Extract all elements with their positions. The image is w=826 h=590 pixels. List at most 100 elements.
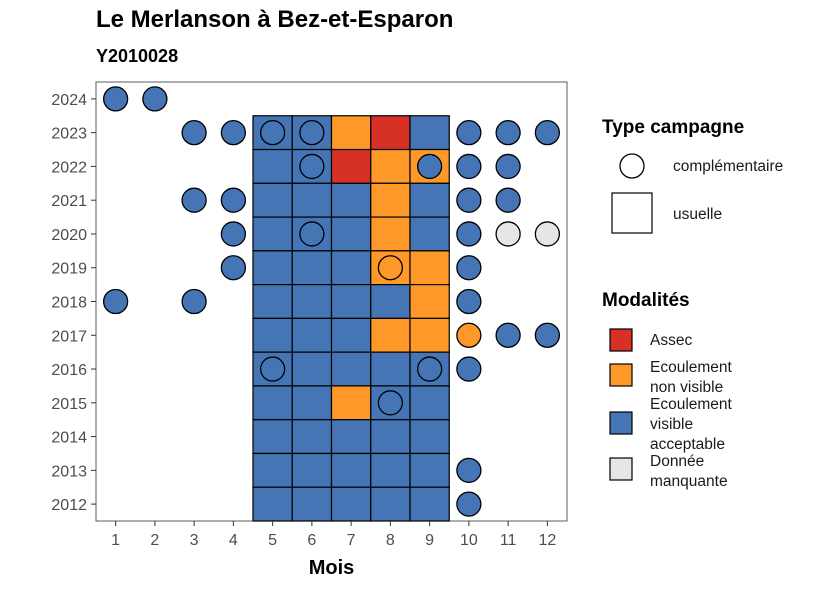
cell-2018-8 — [370, 284, 411, 319]
point-2018-10 — [456, 288, 482, 315]
axes: 1 2 3 4 5 6 7 8 9 10 11 122012201320142015201620172… — [51, 92, 556, 579]
y-tick-label: 2021 — [51, 193, 87, 210]
cell-2021-9 — [409, 182, 450, 218]
x-tick-label: 8 — [386, 532, 395, 549]
point-2017-12 — [534, 322, 561, 348]
legend-type-title: Type campagne — [602, 117, 744, 138]
cell-2012-7 — [330, 486, 372, 522]
cell-2021-8 — [370, 182, 411, 218]
cell-2017-7 — [330, 317, 372, 353]
cell-2014-8 — [370, 419, 411, 455]
y-tick-label: 2019 — [51, 261, 87, 278]
point-2019-4 — [220, 255, 247, 281]
plot-area — [95, 81, 568, 522]
cell-2017-9 — [409, 317, 450, 353]
legend-modalite-label: acceptable — [650, 436, 725, 453]
legend-modalite-label: non visible — [650, 379, 723, 396]
cell-2019-5 — [252, 250, 293, 286]
cell-2018-7 — [330, 284, 372, 319]
cell-2013-8 — [370, 452, 411, 488]
point-2019-8 — [377, 255, 404, 281]
point-2022-9 — [416, 153, 443, 180]
legend-key-box — [609, 328, 633, 352]
point-2023-10 — [456, 120, 482, 146]
x-tick-label: 7 — [347, 532, 356, 549]
cell-2015-7 — [330, 385, 372, 421]
cell-2013-9 — [409, 452, 450, 488]
cell-2020-8 — [370, 216, 411, 252]
point-2017-10 — [456, 322, 482, 348]
cell-2023-9 — [409, 115, 450, 151]
legend-key-box — [609, 363, 633, 387]
legend-key-box — [609, 411, 633, 435]
y-tick-label: 2015 — [51, 396, 87, 413]
point-2012-10 — [456, 491, 482, 517]
cell-2014-9 — [409, 419, 450, 455]
point-2018-3 — [181, 288, 207, 315]
point-2024-2 — [142, 86, 168, 112]
cell-2020-9 — [409, 216, 450, 252]
point-2022-6 — [299, 153, 325, 180]
cell-2013-5 — [252, 452, 293, 488]
y-tick-label: 2024 — [51, 92, 87, 109]
y-tick-label: 2012 — [51, 497, 87, 514]
legend-modalite-label: visible — [650, 416, 693, 433]
legends: Type campagne complémentaire usuelle Modali… — [602, 117, 783, 490]
point-2021-11 — [495, 187, 521, 213]
cell-2017-6 — [291, 317, 333, 353]
point-2020-12 — [534, 221, 561, 247]
chart-title: Le Merlanson à Bez-et-Esparon — [96, 6, 454, 33]
point-2017-11 — [495, 322, 521, 348]
point-2021-10 — [456, 187, 482, 213]
cell-2018-9 — [409, 284, 450, 319]
x-tick-label: 1 — [111, 532, 120, 549]
y-tick-label: 2013 — [51, 463, 87, 480]
legend-modalite-label: Assec — [650, 332, 692, 349]
cell-2022-5 — [252, 148, 293, 184]
cell-2017-5 — [252, 317, 293, 353]
point-2015-8 — [377, 390, 404, 416]
legend-modalites-title: Modalités — [602, 290, 690, 311]
point-2016-9 — [416, 356, 443, 382]
y-tick-label: 2016 — [51, 362, 87, 379]
point-2022-11 — [495, 153, 521, 180]
cell-2017-8 — [370, 317, 411, 353]
chart-subtitle: Y2010028 — [96, 46, 179, 66]
legend-type-label: usuelle — [673, 206, 722, 223]
cell-2023-7 — [330, 115, 372, 151]
y-tick-label: 2020 — [51, 227, 87, 244]
point-2022-10 — [456, 153, 482, 180]
cell-2013-7 — [330, 452, 372, 488]
cell-2014-7 — [330, 419, 372, 455]
point-2023-3 — [181, 120, 207, 146]
legend-key-box — [609, 457, 633, 481]
cell-2016-7 — [330, 351, 372, 387]
cell-2020-7 — [330, 216, 372, 252]
cell-2022-8 — [370, 148, 411, 184]
cell-2020-5 — [252, 216, 293, 252]
point-2016-10 — [456, 356, 482, 382]
cell-2012-6 — [291, 486, 333, 522]
point-2021-3 — [181, 187, 207, 213]
x-tick-label: 3 — [190, 532, 199, 549]
legend-modalite-label: manquante — [650, 473, 728, 490]
cell-2019-7 — [330, 250, 372, 286]
x-tick-label: 10 — [460, 532, 478, 549]
y-tick-label: 2017 — [51, 328, 87, 345]
cell-2012-5 — [252, 486, 293, 522]
point-2023-11 — [495, 120, 521, 146]
point-2019-10 — [456, 255, 482, 281]
x-tick-label: 4 — [229, 532, 238, 549]
x-tick-label: 5 — [268, 532, 277, 549]
x-tick-label: 9 — [425, 532, 434, 549]
legend-modalite-label: Ecoulement — [650, 359, 733, 376]
point-2023-6 — [299, 120, 325, 146]
x-tick-label: 11 — [500, 532, 517, 549]
y-tick-label: 2014 — [51, 430, 87, 447]
point-2020-6 — [299, 221, 325, 247]
legend-modalite-label: Donnée — [650, 453, 704, 470]
point-2023-4 — [220, 120, 247, 146]
legend-square-key — [611, 192, 653, 234]
cell-2014-5 — [252, 419, 293, 455]
